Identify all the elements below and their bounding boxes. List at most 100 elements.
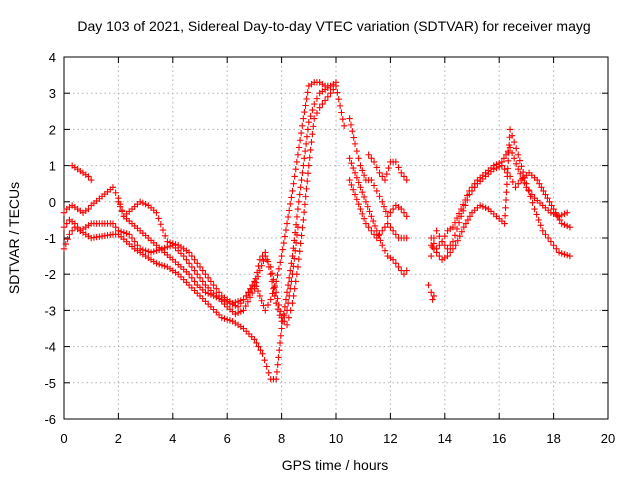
data-point: [284, 281, 292, 289]
x-tick-label: 6: [224, 431, 231, 446]
data-point: [403, 267, 410, 274]
data-point: [392, 231, 400, 238]
data-point: [355, 155, 362, 162]
data-point: [199, 267, 206, 274]
data-point: [243, 328, 250, 335]
data-point: [274, 305, 282, 313]
data-point: [63, 220, 70, 227]
data-point: [213, 285, 220, 292]
data-point: [180, 276, 187, 283]
data-point: [301, 201, 309, 208]
data-point: [510, 138, 518, 146]
data-point: [301, 147, 309, 155]
data-point: [368, 176, 375, 184]
data-point: [369, 217, 377, 225]
data-point: [278, 325, 285, 332]
data-point: [283, 289, 291, 296]
data-point: [547, 209, 555, 216]
data-point: [357, 162, 364, 169]
data-point: [157, 221, 165, 228]
data-point: [215, 289, 223, 296]
data-point: [428, 242, 435, 249]
chart-title: Day 103 of 2021, Sidereal Day-to-day VTE…: [77, 18, 590, 34]
data-point: [218, 314, 225, 321]
data-point: [360, 172, 368, 179]
data-point: [274, 295, 281, 302]
data-point: [544, 194, 551, 202]
data-point: [288, 278, 295, 285]
data-point: [263, 256, 271, 263]
series-trace-l: [425, 281, 438, 303]
y-tick-label: -4: [44, 340, 56, 355]
data-point: [191, 278, 198, 285]
data-point: [368, 155, 375, 162]
data-point: [210, 281, 217, 289]
data-point: [498, 158, 506, 166]
data-point: [558, 220, 565, 227]
data-point: [164, 238, 171, 245]
data-point: [295, 198, 303, 205]
data-point: [513, 145, 520, 152]
data-point: [117, 228, 125, 235]
data-point: [272, 289, 280, 296]
data-point: [311, 115, 318, 122]
data-point: [503, 181, 511, 188]
data-point: [308, 138, 315, 146]
data-point: [285, 314, 293, 321]
data-point: [183, 279, 190, 286]
data-point: [297, 184, 304, 191]
data-point: [204, 274, 212, 282]
data-point: [502, 204, 509, 212]
data-point: [185, 249, 193, 256]
data-point: [289, 271, 296, 278]
data-point: [268, 270, 276, 277]
data-point: [296, 191, 303, 198]
data-point: [232, 310, 239, 318]
data-point: [251, 336, 258, 343]
data-point: [365, 151, 372, 158]
data-point: [282, 226, 290, 234]
data-point: [447, 242, 454, 249]
data-point: [304, 170, 312, 177]
data-point: [359, 167, 366, 174]
data-point: [210, 306, 217, 313]
data-point: [304, 177, 311, 185]
data-point: [428, 289, 435, 296]
data-point: [462, 220, 470, 227]
data-point: [263, 363, 270, 370]
data-point: [355, 179, 362, 186]
data-point: [275, 354, 282, 361]
data-point: [246, 294, 254, 301]
data-point: [534, 176, 541, 184]
data-point: [555, 213, 563, 220]
data-point: [180, 252, 187, 260]
y-tick-label: -5: [44, 376, 56, 391]
data-point: [500, 155, 508, 162]
y-tick-label: 1: [49, 159, 56, 174]
data-point: [303, 185, 310, 193]
data-point: [566, 223, 574, 231]
data-point: [136, 245, 144, 253]
data-point: [535, 216, 542, 224]
data-point: [158, 261, 166, 269]
series-trace-f: [346, 176, 410, 242]
data-point: [382, 208, 390, 215]
data-point: [360, 193, 368, 201]
y-tick-label: -1: [44, 231, 56, 246]
series-trace-h: [365, 151, 410, 184]
data-point: [297, 129, 305, 137]
data-point: [142, 247, 149, 254]
data-point: [287, 267, 294, 274]
data-point: [274, 361, 281, 368]
data-point: [284, 299, 292, 307]
data-point: [311, 100, 318, 108]
data-points: [60, 79, 574, 383]
x-tick-label: 20: [601, 431, 615, 446]
data-point: [392, 158, 400, 166]
data-point: [553, 211, 560, 219]
data-point: [299, 169, 306, 177]
data-point: [464, 216, 472, 224]
data-point: [123, 230, 130, 237]
data-point: [191, 287, 198, 294]
